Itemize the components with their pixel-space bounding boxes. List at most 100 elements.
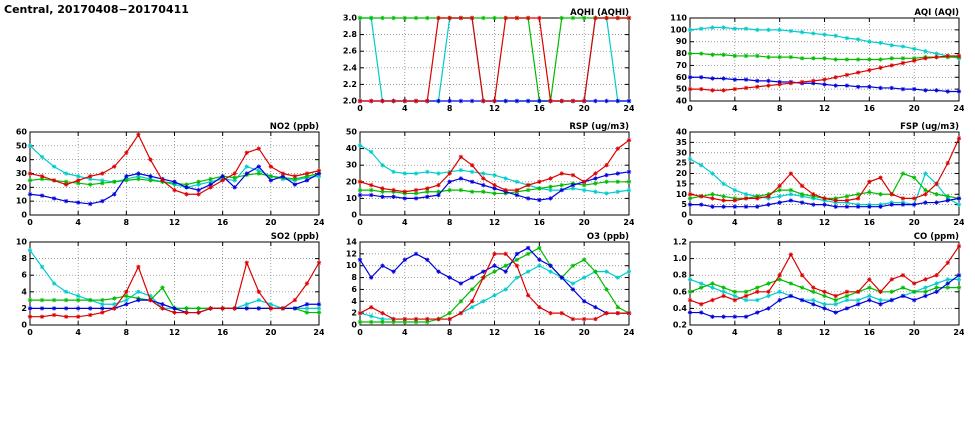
svg-text:50: 50 xyxy=(16,141,28,150)
svg-text:0.2: 0.2 xyxy=(673,321,687,330)
svg-text:20: 20 xyxy=(909,328,921,337)
svg-text:30: 30 xyxy=(346,161,358,170)
svg-text:30: 30 xyxy=(676,148,688,157)
svg-text:1.0: 1.0 xyxy=(673,254,688,263)
svg-text:8: 8 xyxy=(777,104,783,113)
svg-text:12: 12 xyxy=(489,104,500,113)
svg-text:70: 70 xyxy=(676,61,688,70)
svg-text:100: 100 xyxy=(670,25,687,34)
svg-text:12: 12 xyxy=(346,249,357,258)
chart-aqi: 40 50 60 70 80 90 100 110 0 4 8 12 16 20 24 AQI (AQI) xyxy=(664,6,965,118)
svg-text:0: 0 xyxy=(357,104,363,113)
svg-text:20: 20 xyxy=(909,104,921,113)
chart-fsp: 0 5 10 15 20 25 30 35 40 0 4 8 12 16 20 24 FSP (ug/m3) xyxy=(664,120,965,232)
svg-text:24: 24 xyxy=(313,218,324,227)
svg-text:24: 24 xyxy=(623,328,634,337)
svg-text:50: 50 xyxy=(676,85,688,94)
chart-rsp: 0 10 20 30 40 50 0 4 8 12 16 20 24 RSP (ug/m3) xyxy=(334,120,635,232)
svg-text:14: 14 xyxy=(346,238,358,247)
svg-text:2: 2 xyxy=(351,309,357,318)
svg-text:2.6: 2.6 xyxy=(343,47,358,56)
svg-text:6: 6 xyxy=(21,271,27,280)
svg-text:0: 0 xyxy=(27,328,33,337)
svg-text:0: 0 xyxy=(687,328,693,337)
chart-o3: 0 2 4 6 8 10 12 14 0 4 8 12 16 20 24 O3 (ppb) xyxy=(334,230,635,342)
svg-text:0: 0 xyxy=(357,218,363,227)
svg-text:24: 24 xyxy=(623,218,634,227)
svg-text:35: 35 xyxy=(676,138,688,147)
svg-text:0: 0 xyxy=(21,211,27,220)
svg-text:20: 20 xyxy=(346,177,358,186)
svg-text:10: 10 xyxy=(16,238,28,247)
svg-text:10: 10 xyxy=(676,190,688,199)
svg-text:SO2 (ppb): SO2 (ppb) xyxy=(271,232,319,242)
svg-text:16: 16 xyxy=(217,328,229,337)
svg-text:12: 12 xyxy=(819,218,830,227)
svg-text:4: 4 xyxy=(351,297,357,306)
svg-text:8: 8 xyxy=(447,218,453,227)
svg-text:8: 8 xyxy=(777,218,783,227)
svg-text:12: 12 xyxy=(489,328,500,337)
chart-so2: 0 2 4 6 8 10 0 4 8 12 16 20 24 SO2 (ppb) xyxy=(4,230,325,342)
svg-text:40: 40 xyxy=(676,128,688,137)
svg-text:4: 4 xyxy=(75,218,81,227)
svg-text:2: 2 xyxy=(21,304,27,313)
svg-text:90: 90 xyxy=(676,37,688,46)
svg-text:4: 4 xyxy=(732,218,738,227)
svg-text:0.8: 0.8 xyxy=(673,271,688,280)
svg-text:20: 20 xyxy=(909,218,921,227)
svg-text:8: 8 xyxy=(777,328,783,337)
svg-text:20: 20 xyxy=(16,183,28,192)
svg-text:15: 15 xyxy=(676,179,688,188)
svg-text:0: 0 xyxy=(351,321,357,330)
svg-text:12: 12 xyxy=(169,218,180,227)
svg-text:8: 8 xyxy=(124,328,130,337)
svg-text:4: 4 xyxy=(732,104,738,113)
svg-text:24: 24 xyxy=(953,328,964,337)
svg-text:16: 16 xyxy=(534,328,546,337)
svg-text:24: 24 xyxy=(313,328,324,337)
svg-text:10: 10 xyxy=(16,197,28,206)
svg-text:20: 20 xyxy=(265,218,277,227)
svg-text:60: 60 xyxy=(676,73,688,82)
no2-chart-canvas: 0 10 20 30 40 50 60 0 4 8 12 16 20 24 NO2 (ppb) xyxy=(16,122,325,227)
svg-text:8: 8 xyxy=(447,104,453,113)
svg-text:20: 20 xyxy=(579,104,591,113)
svg-text:16: 16 xyxy=(864,104,876,113)
svg-text:4: 4 xyxy=(732,328,738,337)
svg-text:40: 40 xyxy=(676,97,688,106)
svg-text:2.0: 2.0 xyxy=(343,97,358,106)
svg-text:50: 50 xyxy=(346,128,358,137)
svg-text:20: 20 xyxy=(265,328,277,337)
svg-text:2.4: 2.4 xyxy=(343,63,358,72)
svg-text:16: 16 xyxy=(217,218,229,227)
svg-text:4: 4 xyxy=(402,328,408,337)
svg-text:4: 4 xyxy=(21,287,27,296)
svg-text:3.0: 3.0 xyxy=(343,14,358,23)
svg-text:20: 20 xyxy=(676,169,688,178)
svg-text:4: 4 xyxy=(75,328,81,337)
svg-text:60: 60 xyxy=(16,128,28,137)
svg-text:5: 5 xyxy=(681,200,687,209)
svg-text:2.8: 2.8 xyxy=(343,30,358,39)
svg-text:8: 8 xyxy=(351,273,357,282)
svg-text:0: 0 xyxy=(21,321,27,330)
svg-text:1.2: 1.2 xyxy=(673,238,687,247)
rsp-chart-canvas: 0 10 20 30 40 50 0 4 8 12 16 20 24 RSP (ug/m3) xyxy=(346,122,635,227)
co-chart-canvas: 0.2 0.4 0.6 0.8 1.0 1.2 0 4 8 12 16 20 24 CO (ppm) xyxy=(673,232,965,337)
svg-text:8: 8 xyxy=(21,254,27,263)
svg-text:20: 20 xyxy=(579,328,591,337)
svg-text:10: 10 xyxy=(346,194,358,203)
svg-text:40: 40 xyxy=(346,144,358,153)
svg-text:4: 4 xyxy=(402,104,408,113)
svg-text:24: 24 xyxy=(623,104,634,113)
svg-text:24: 24 xyxy=(953,218,964,227)
chart-no2: 0 10 20 30 40 50 60 0 4 8 12 16 20 24 NO2 (ppb) xyxy=(4,120,325,232)
svg-text:0: 0 xyxy=(357,328,363,337)
svg-text:30: 30 xyxy=(16,169,28,178)
svg-text:0: 0 xyxy=(687,104,693,113)
svg-text:12: 12 xyxy=(819,328,830,337)
svg-text:40: 40 xyxy=(16,155,28,164)
svg-text:12: 12 xyxy=(489,218,500,227)
